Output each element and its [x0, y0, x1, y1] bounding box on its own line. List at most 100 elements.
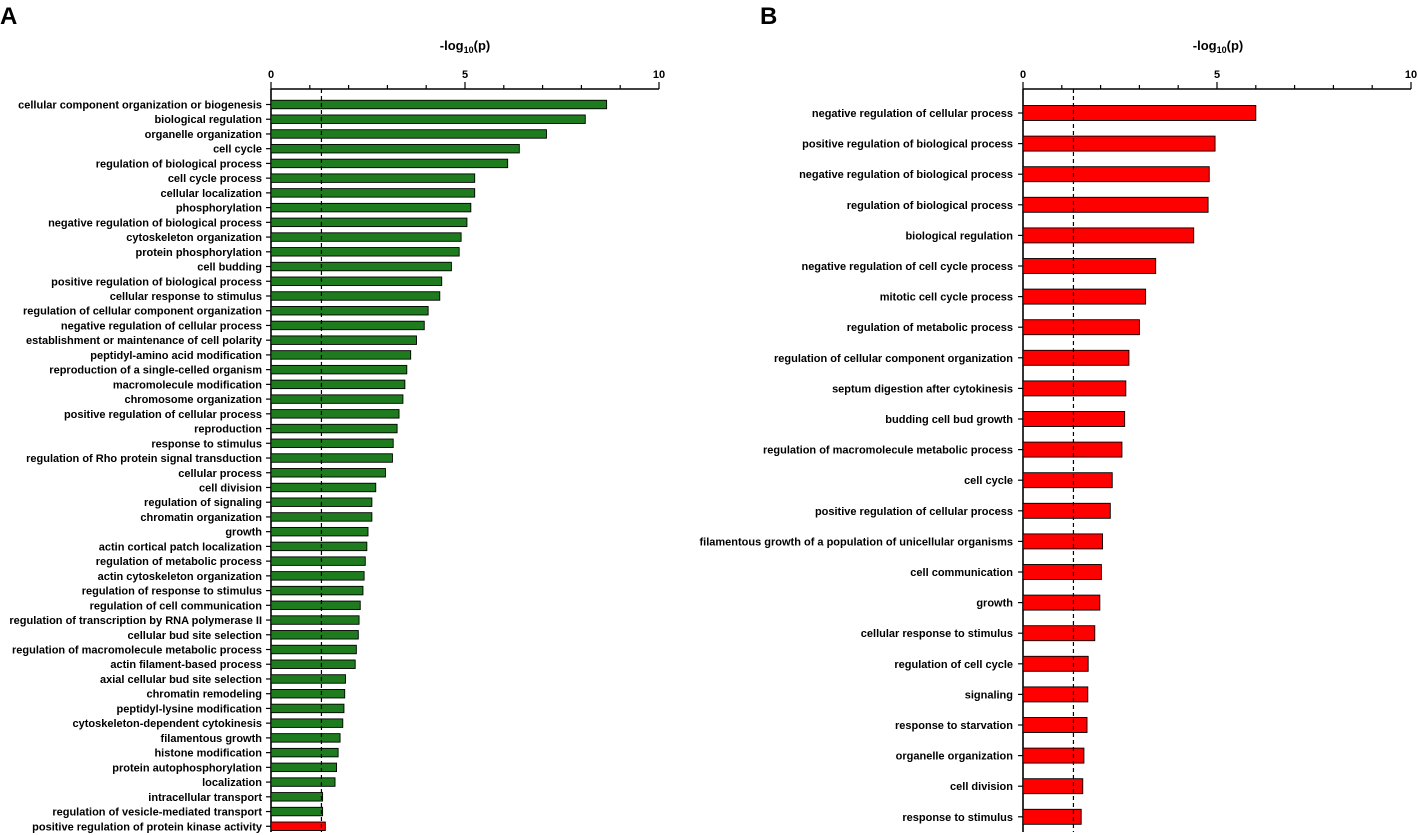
panel-b-category-label: septum digestion after cytokinesis — [832, 383, 1013, 395]
panel-b-bar — [1022, 747, 1085, 764]
panel-a-bar — [270, 409, 400, 419]
panel-b-category-label: biological regulation — [905, 230, 1013, 242]
panel-b-category-label: regulation of metabolic process — [847, 322, 1013, 334]
panel-b-bar — [1022, 594, 1101, 611]
panel-a-bar — [270, 718, 344, 728]
panel-a-category-label: actin cortical patch localization — [99, 541, 262, 553]
panel-a-category-label: cell division — [199, 482, 262, 494]
panel-a-axis-title-suffix: (p) — [474, 38, 491, 53]
panel-b-category-label: regulation of macromolecule metabolic pr… — [763, 445, 1013, 457]
panel-a-category-label: reproduction — [194, 424, 262, 436]
panel-b-letter: B — [760, 3, 777, 30]
panel-b-tick-label: 5 — [1214, 69, 1220, 81]
panel-b-bar — [1022, 196, 1209, 213]
panel-b-bar — [1022, 349, 1130, 366]
panel-a-category-label: establishment or maintenance of cell pol… — [26, 335, 263, 347]
panel-a-category-label: negative regulation of biological proces… — [48, 217, 262, 229]
panel-b-category-label: cell cycle — [964, 475, 1013, 487]
panel-b-category-label: mitotic cell cycle process — [880, 292, 1013, 304]
panel-a-bar — [270, 335, 417, 345]
panel-a-tick-label: 0 — [268, 69, 274, 81]
panel-b-tick-label: 10 — [1405, 69, 1417, 81]
panel-a-axis-title: -log10(p) — [440, 38, 490, 55]
panel-a-bar — [270, 247, 460, 257]
panel-b-bar — [1022, 319, 1140, 336]
panel-a-labels: cellular component organization or bioge… — [9, 100, 263, 834]
panel-a-bar — [270, 438, 394, 448]
panel-a-bar — [270, 158, 509, 169]
panel-b-category-label: filamentous growth of a population of un… — [699, 536, 1013, 548]
panel-b-bars — [1022, 89, 1257, 832]
panel-a-category-label: regulation of signaling — [144, 497, 262, 509]
panel-a-category-label: axial cellular bud site selection — [100, 674, 262, 686]
panel-a-category-label: cell budding — [197, 262, 262, 274]
panel-a-category-label: regulation of cellular component organiz… — [23, 306, 262, 318]
panel-a-category-label: intracellular transport — [148, 792, 262, 804]
panel-a-bar — [270, 261, 452, 272]
panel-b-bar — [1022, 258, 1157, 274]
panel-b-bar — [1022, 135, 1216, 152]
panel-a-bar — [270, 394, 404, 404]
panel-a-bar — [270, 571, 365, 581]
panel-a-bar — [270, 526, 369, 537]
panel-a-category-label: regulation of cell communication — [90, 600, 263, 612]
panel-a-category-label: cytoskeleton-dependent cytokinesis — [73, 718, 263, 730]
panel-a-category-label: biological regulation — [154, 114, 262, 126]
panel-b-category-label: positive regulation of cellular process — [815, 506, 1013, 518]
panel-a-category-label: histone modification — [154, 748, 262, 760]
panel-b-category-label: cellular response to stimulus — [861, 628, 1013, 640]
panel-a-category-label: regulation of response to stimulus — [82, 586, 262, 598]
panel-b-bar — [1022, 533, 1103, 550]
panel-a: A -log10(p) 0 5 10 cellular component orga… — [0, 3, 665, 833]
panel-a-category-label: cytoskeleton organization — [126, 232, 262, 244]
panel-a-bar — [270, 129, 547, 139]
panel-a-category-label: protein autophosphorylation — [112, 762, 262, 774]
panel-a-category-label: macromolecule modification — [113, 379, 262, 391]
panel-b-bar — [1022, 227, 1195, 244]
panel-a-bar — [270, 379, 406, 390]
panel-b-category-label: negative regulation of cellular process — [812, 108, 1013, 120]
panel-a-category-label: cell cycle process — [168, 173, 262, 185]
panel-b-bar — [1022, 717, 1088, 733]
panel-a-category-label: cellular response to stimulus — [110, 291, 262, 303]
panel-a-bar — [270, 630, 359, 640]
panel-a-category-label: growth — [225, 527, 262, 539]
panel-a-bar — [270, 99, 608, 110]
panel-a-bar — [270, 306, 429, 316]
panel-a-bar — [270, 806, 324, 817]
panel-a-bar — [270, 423, 398, 434]
panel-b-bar — [1022, 686, 1089, 703]
panel-a-bar — [270, 202, 472, 213]
panel-a-category-label: peptidyl-amino acid modification — [90, 350, 262, 362]
panel-b-bar — [1022, 166, 1210, 183]
panel-a-category-label: positive regulation of biological proces… — [51, 276, 262, 288]
panel-a-bar — [270, 733, 341, 743]
panel-a-bar — [270, 585, 364, 596]
panel-a-category-label: cell cycle — [213, 144, 262, 156]
panel-b-axis-title-main: -log — [1193, 38, 1217, 53]
panel-a-bar — [270, 762, 338, 773]
panel-a-bar — [270, 792, 324, 802]
panel-a-bar — [270, 821, 326, 831]
panel-a-category-label: regulation of transcription by RNA polym… — [9, 615, 262, 627]
panel-a-category-label: regulation of macromolecule metabolic pr… — [12, 645, 262, 657]
panel-b-category-label: regulation of cellular component organiz… — [774, 353, 1013, 365]
panel-a-bar — [270, 291, 441, 301]
panel-a-category-label: chromosome organization — [124, 394, 262, 406]
panel-b-category-label: organelle organization — [896, 751, 1014, 763]
panel-a-bar — [270, 114, 586, 124]
panel-a-bar — [270, 350, 412, 360]
panel-a-category-label: protein phosphorylation — [136, 247, 263, 259]
panel-a-tick-label: 10 — [653, 69, 665, 81]
panel-b-bar — [1022, 502, 1111, 519]
panel-a-bar — [270, 173, 476, 183]
panel-a-category-label: negative regulation of cellular process — [61, 320, 262, 332]
panel-a-category-label: regulation of metabolic process — [96, 556, 262, 568]
panel-a-category-label: cellular process — [178, 468, 262, 480]
panel-a-bar — [270, 188, 476, 198]
panel-b-bar — [1022, 380, 1127, 397]
panel-a-category-label: positive regulation of cellular process — [64, 409, 262, 421]
panel-a-bar — [270, 556, 366, 566]
panel-a-category-label: chromatin remodeling — [146, 689, 262, 701]
